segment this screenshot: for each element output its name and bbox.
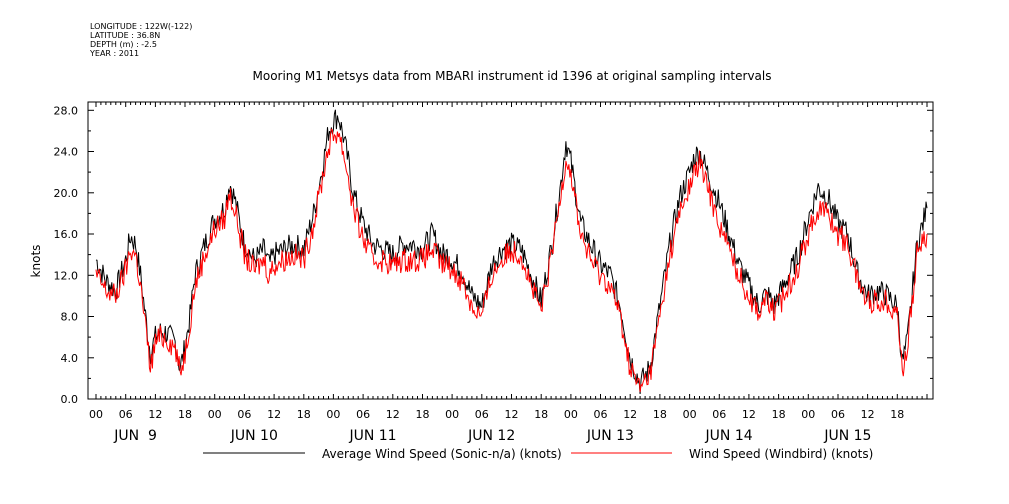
y-tick-label: 8.0 — [61, 311, 79, 324]
longitude-text: LONGITUDE : 122W(-122) — [90, 22, 193, 31]
x-tick-label: 12 — [148, 408, 162, 421]
y-axis-label: knots — [29, 245, 43, 278]
y-tick-label: 4.0 — [61, 352, 79, 365]
legend-label-1: Average Wind Speed (Sonic-n/a) (knots) — [322, 447, 562, 461]
day-label: JUN 15 — [823, 428, 871, 444]
x-tick-label: 00 — [801, 408, 815, 421]
latitude-text: LATITUDE : 36.8N — [90, 31, 161, 40]
y-tick-label: 28.0 — [54, 104, 79, 117]
x-tick-label: 06 — [831, 408, 845, 421]
axis-ticks — [88, 102, 933, 400]
year-text: YEAR : 2011 — [90, 49, 140, 58]
x-tick-label: 18 — [178, 408, 192, 421]
metadata-block: LONGITUDE : 122W(-122) LATITUDE : 36.8N … — [90, 22, 192, 58]
day-label: JUN 13 — [586, 428, 634, 444]
y-tick-label: 24.0 — [54, 146, 79, 159]
y-tick-label: 16.0 — [54, 228, 79, 241]
x-tick-label: 06 — [594, 408, 608, 421]
x-tick-label: 12 — [861, 408, 875, 421]
day-label: JUN 11 — [348, 428, 396, 444]
x-tick-label: 12 — [623, 408, 637, 421]
x-tick-label: 12 — [267, 408, 281, 421]
x-tick-label: 12 — [386, 408, 400, 421]
x-tick-label: 12 — [505, 408, 519, 421]
chart-title: Mooring M1 Metsys data from MBARI instru… — [253, 69, 772, 83]
day-label: JUN 14 — [705, 428, 753, 444]
series-layer — [95, 109, 928, 395]
y-tick-label: 0.0 — [61, 393, 79, 406]
plot-frame — [87, 101, 934, 400]
series-line-1 — [95, 109, 928, 395]
y-tick-label: 20.0 — [54, 187, 79, 200]
x-tick-label: 12 — [742, 408, 756, 421]
x-tick-label: 00 — [445, 408, 459, 421]
x-tick-label: 06 — [237, 408, 251, 421]
x-tick-label: 18 — [890, 408, 904, 421]
x-tick-label: 18 — [772, 408, 786, 421]
depth-text: DEPTH (m) : -2.5 — [90, 40, 157, 49]
series-line-2 — [95, 128, 928, 393]
x-tick-label: 18 — [416, 408, 430, 421]
x-tick-label: 00 — [89, 408, 103, 421]
x-tick-label: 06 — [356, 408, 370, 421]
legend-label-2: Wind Speed (Windbird) (knots) — [689, 447, 873, 461]
legend: Average Wind Speed (Sonic-n/a) (knots) Wi… — [203, 447, 873, 461]
x-tick-label: 06 — [712, 408, 726, 421]
tick-labels: 00 06 12 18 00 06 12 18 00 06 12 18 00 06 12 18 00 06 12 18… — [54, 104, 905, 444]
x-tick-label: 06 — [119, 408, 133, 421]
x-tick-label: 00 — [208, 408, 222, 421]
y-tick-label: 12.0 — [54, 269, 79, 282]
day-label: JUN 12 — [467, 428, 515, 444]
x-tick-label: 00 — [683, 408, 697, 421]
x-tick-label: 18 — [534, 408, 548, 421]
x-tick-label: 18 — [297, 408, 311, 421]
day-label: JUN 10 — [230, 428, 278, 444]
x-tick-label: 18 — [653, 408, 667, 421]
day-label: JUN 9 — [113, 428, 157, 444]
x-tick-label: 00 — [564, 408, 578, 421]
x-tick-label: 00 — [326, 408, 340, 421]
x-tick-label: 06 — [475, 408, 489, 421]
